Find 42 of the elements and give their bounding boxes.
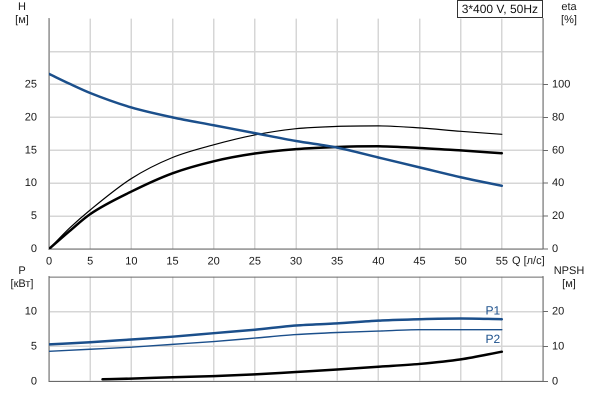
- y2-tick-label: 60: [552, 144, 564, 156]
- y-tick-label: 0: [30, 243, 37, 256]
- y2-tick-label: 80: [552, 111, 564, 124]
- y-tick-label: 15: [24, 144, 37, 156]
- chart-title: 3*400 V, 50Hz: [456, 0, 543, 18]
- y-axis-title: H [м]: [15, 1, 29, 26]
- x-tick-label: 20: [208, 256, 220, 268]
- y2-tick-label: 0: [552, 375, 558, 388]
- y2-axis-title: NPSH [м]: [554, 265, 584, 290]
- y-tick-label: 10: [24, 177, 37, 190]
- series-label: P1: [485, 304, 500, 318]
- y-tick-label: 25: [24, 78, 37, 90]
- line-series: [49, 72, 504, 188]
- y-tick-label: 5: [30, 210, 37, 222]
- y2-tick-label: 100: [552, 78, 570, 90]
- x-tick-label: 55: [496, 256, 508, 268]
- line-series: [49, 329, 503, 352]
- x-tick-label: 30: [290, 256, 302, 268]
- x-tick-label: 45: [413, 256, 426, 268]
- x-tick-label: 25: [248, 256, 261, 268]
- y-tick-label: 0: [30, 375, 37, 388]
- y2-axis-title: eta [%]: [561, 1, 578, 26]
- x-tick-label: 50: [454, 256, 467, 268]
- series-label: P2: [485, 332, 500, 346]
- y-tick-label: 5: [30, 340, 37, 352]
- y-tick-label: 10: [24, 306, 37, 318]
- y2-tick-label: 0: [552, 243, 558, 256]
- y-axis-title: P [кВт]: [10, 265, 34, 290]
- line-series: [49, 317, 504, 346]
- y2-tick-label: 40: [552, 177, 564, 190]
- x-tick-label: 40: [372, 256, 384, 268]
- y2-tick-label: 10: [552, 340, 564, 352]
- line-series: [101, 350, 504, 381]
- y2-tick-label: 20: [552, 306, 564, 318]
- x-tick-label: 15: [166, 256, 179, 268]
- x-tick-label: 0: [46, 256, 52, 268]
- x-tick-label: 5: [87, 256, 94, 268]
- y-tick-label: 20: [24, 111, 37, 124]
- y2-tick-label: 20: [552, 210, 564, 222]
- x-axis-title: Q [л/с]: [512, 255, 545, 268]
- x-tick-label: 35: [331, 256, 344, 268]
- x-tick-label: 10: [125, 256, 138, 268]
